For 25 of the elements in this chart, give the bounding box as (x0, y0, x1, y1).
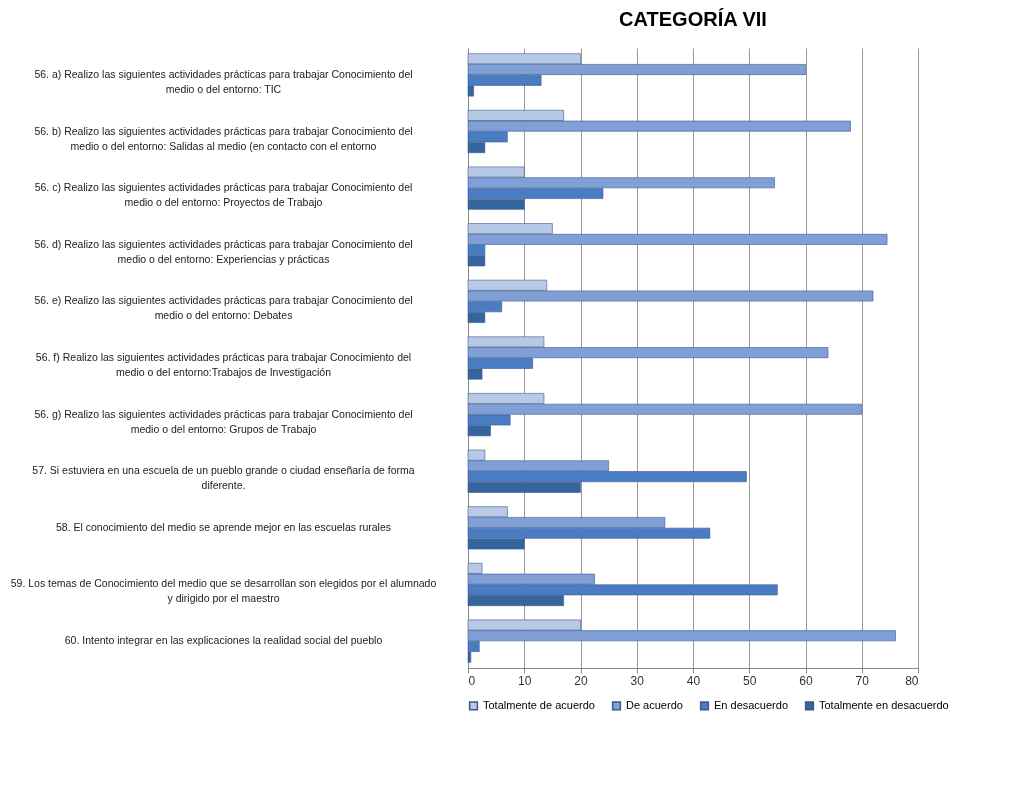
y-tick-label: 58. El conocimiento del medio se aprende mejor en las escuelas rurales (55, 520, 392, 533)
legend-label: Totalmente en desacuerdo (819, 698, 949, 711)
y-tick-label: 57. Si estuviera en una escuela de un pueblo grande o ciudad enseñaría de forma diferente. (32, 464, 415, 492)
x-tick-label: 20 (574, 673, 588, 688)
x-tick-label: 30 (630, 673, 645, 688)
legend-label: En desacuerdo (714, 698, 788, 711)
y-tick-label: 56. g) Realizo las siguientes actividades prácticas para trabajar Conocimiento del medio o del entorno: Grupos de Trabajo (34, 407, 413, 435)
legend-label: De acuerdo (626, 698, 683, 711)
y-tick-label: 56. f) Realizo las siguientes actividades prácticas para trabajar Conocimiento del medio o del entorno:Trabajos de Investigación (35, 351, 412, 378)
y-tick-label: 56. c) Realizo las siguientes actividades prácticas para trabajar Conocimiento del medio o del entorno: Proyectos de Trabajo (34, 181, 413, 209)
x-tick-label: 50 (743, 673, 757, 688)
y-tick-label: 56. a) Realizo las siguientes actividades prácticas para trabajar Conocimiento del medio o del entorno: TIC (34, 67, 413, 95)
x-tick-label: 0 (468, 673, 476, 688)
legend-label: Totalmente de acuerdo (483, 698, 595, 711)
x-tick-label: 40 (686, 673, 701, 688)
x-tick-label: 70 (855, 673, 870, 688)
y-tick-label: 56. b) Realizo las siguientes actividades prácticas para trabajar Conocimiento del medio o del entorno: Salidas al medio (en contacto con el entorno (34, 124, 413, 152)
y-tick-label: 56. d) Realizo las siguientes actividades prácticas para trabajar Conocimiento del medio o del entorno: Experiencias y prácticas (34, 237, 413, 265)
chart-title: CATEGORÍA VII (619, 8, 767, 30)
x-tick-label: 80 (905, 673, 919, 688)
x-tick-label: 60 (799, 673, 813, 688)
y-tick-label: 56. e) Realizo las siguientes actividades prácticas para trabajar Conocimiento del medio o del entorno: Debates (34, 294, 413, 322)
x-tick-label: 10 (518, 673, 532, 688)
y-tick-label: 59. Los temas de Conocimiento del medio que se desarrollan son elegidos por el alumnado y dirigido por el maestro (10, 577, 437, 605)
y-tick-label: 60. Intento integrar en las explicaciones la realidad social del pueblo (64, 634, 383, 647)
